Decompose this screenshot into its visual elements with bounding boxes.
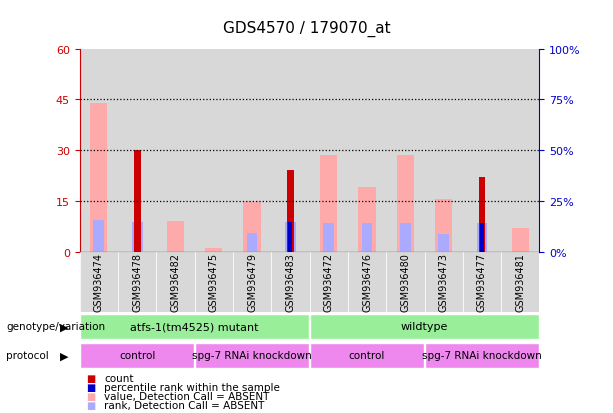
- Bar: [425, 343, 539, 368]
- Bar: [348, 50, 386, 252]
- Bar: [397, 156, 414, 252]
- Bar: [132, 223, 142, 252]
- Text: spg-7 RNAi knockdown: spg-7 RNAi knockdown: [422, 351, 542, 361]
- Bar: [196, 343, 309, 368]
- Text: GSM936473: GSM936473: [439, 252, 449, 311]
- Bar: [479, 178, 485, 252]
- Text: GSM936474: GSM936474: [94, 252, 104, 311]
- Bar: [362, 223, 373, 252]
- Bar: [195, 50, 233, 252]
- Text: genotype/variation: genotype/variation: [6, 322, 105, 332]
- Bar: [501, 50, 539, 252]
- Bar: [435, 199, 452, 252]
- Text: count: count: [104, 373, 134, 383]
- Bar: [80, 343, 194, 368]
- Bar: [156, 252, 195, 312]
- Bar: [348, 252, 386, 312]
- Bar: [285, 223, 295, 252]
- Bar: [233, 50, 271, 252]
- Text: GSM936483: GSM936483: [286, 252, 295, 311]
- Bar: [400, 223, 411, 252]
- Bar: [167, 221, 184, 252]
- Bar: [271, 252, 310, 312]
- Bar: [246, 234, 257, 252]
- Bar: [424, 50, 463, 252]
- Bar: [93, 221, 104, 252]
- Text: control: control: [349, 351, 385, 361]
- Text: GSM936480: GSM936480: [400, 252, 410, 311]
- Bar: [324, 223, 334, 252]
- Bar: [233, 252, 271, 312]
- Bar: [80, 50, 118, 252]
- Bar: [80, 314, 309, 339]
- Bar: [205, 249, 223, 252]
- Text: ■: ■: [86, 400, 95, 410]
- Text: GSM936479: GSM936479: [247, 252, 257, 311]
- Text: percentile rank within the sample: percentile rank within the sample: [104, 382, 280, 392]
- Bar: [243, 202, 261, 252]
- Bar: [386, 252, 424, 312]
- Bar: [463, 252, 501, 312]
- Bar: [320, 156, 337, 252]
- Bar: [310, 50, 348, 252]
- Bar: [438, 235, 449, 252]
- Text: GSM936472: GSM936472: [324, 252, 333, 311]
- Bar: [310, 343, 424, 368]
- Text: rank, Detection Call = ABSENT: rank, Detection Call = ABSENT: [104, 400, 265, 410]
- Bar: [287, 171, 294, 252]
- Bar: [134, 151, 140, 252]
- Bar: [310, 314, 539, 339]
- Bar: [359, 188, 376, 252]
- Bar: [80, 252, 118, 312]
- Bar: [310, 252, 348, 312]
- Text: GSM936476: GSM936476: [362, 252, 372, 311]
- Bar: [271, 50, 310, 252]
- Text: ▶: ▶: [60, 351, 69, 361]
- Text: GSM936478: GSM936478: [132, 252, 142, 311]
- Text: spg-7 RNAi knockdown: spg-7 RNAi knockdown: [192, 351, 312, 361]
- Text: GSM936477: GSM936477: [477, 252, 487, 311]
- Bar: [501, 252, 539, 312]
- Text: GSM936481: GSM936481: [516, 252, 525, 311]
- Bar: [118, 252, 156, 312]
- Bar: [424, 252, 463, 312]
- Bar: [512, 228, 529, 252]
- Text: protocol: protocol: [6, 351, 49, 361]
- Text: GSM936475: GSM936475: [209, 252, 219, 311]
- Text: value, Detection Call = ABSENT: value, Detection Call = ABSENT: [104, 391, 270, 401]
- Text: ■: ■: [86, 382, 95, 392]
- Bar: [386, 50, 424, 252]
- Text: GSM936482: GSM936482: [170, 252, 180, 311]
- Bar: [480, 223, 484, 252]
- Text: wildtype: wildtype: [401, 322, 448, 332]
- Bar: [195, 252, 233, 312]
- Bar: [463, 50, 501, 252]
- Bar: [118, 50, 156, 252]
- Text: ▶: ▶: [60, 322, 69, 332]
- Bar: [477, 223, 487, 252]
- Bar: [289, 223, 292, 252]
- Text: control: control: [119, 351, 155, 361]
- Text: atfs-1(tm4525) mutant: atfs-1(tm4525) mutant: [131, 322, 259, 332]
- Text: ■: ■: [86, 391, 95, 401]
- Bar: [90, 104, 107, 252]
- Bar: [156, 50, 195, 252]
- Text: ■: ■: [86, 373, 95, 383]
- Text: GDS4570 / 179070_at: GDS4570 / 179070_at: [223, 21, 390, 37]
